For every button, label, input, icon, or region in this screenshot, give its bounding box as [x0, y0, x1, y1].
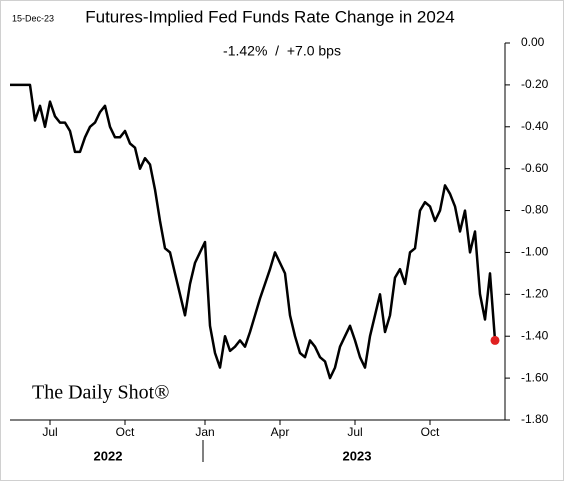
y-tick-label: -0.40 [521, 119, 549, 133]
x-tick-label: Jul [347, 425, 362, 439]
x-tick-label: Apr [271, 425, 290, 439]
year-label: 2023 [343, 448, 372, 463]
x-tick-label: Jul [42, 425, 57, 439]
watermark: The Daily Shot® [32, 382, 169, 404]
y-tick-label: -1.40 [521, 328, 549, 342]
y-tick-label: -1.00 [521, 245, 549, 259]
x-tick-label: Jan [195, 425, 214, 439]
y-tick-label: -0.20 [521, 77, 549, 91]
date-label: 15-Dec-23 [12, 13, 54, 23]
y-tick-label: -1.20 [521, 287, 549, 301]
y-tick-label: 0.00 [521, 35, 545, 49]
last-point [490, 335, 500, 345]
chart-title: Futures-Implied Fed Funds Rate Change in… [85, 7, 454, 26]
x-tick-label: Oct [421, 425, 440, 439]
series-line [10, 83, 497, 380]
y-tick-label: -0.80 [521, 203, 549, 217]
y-tick-label: -1.60 [521, 370, 549, 384]
y-tick-label: -0.60 [521, 161, 549, 175]
chart-subtitle: -1.42% / +7.0 bps [223, 43, 341, 59]
y-tick-label: -1.80 [521, 412, 549, 426]
year-label: 2022 [94, 448, 123, 463]
x-tick-label: Oct [116, 425, 135, 439]
